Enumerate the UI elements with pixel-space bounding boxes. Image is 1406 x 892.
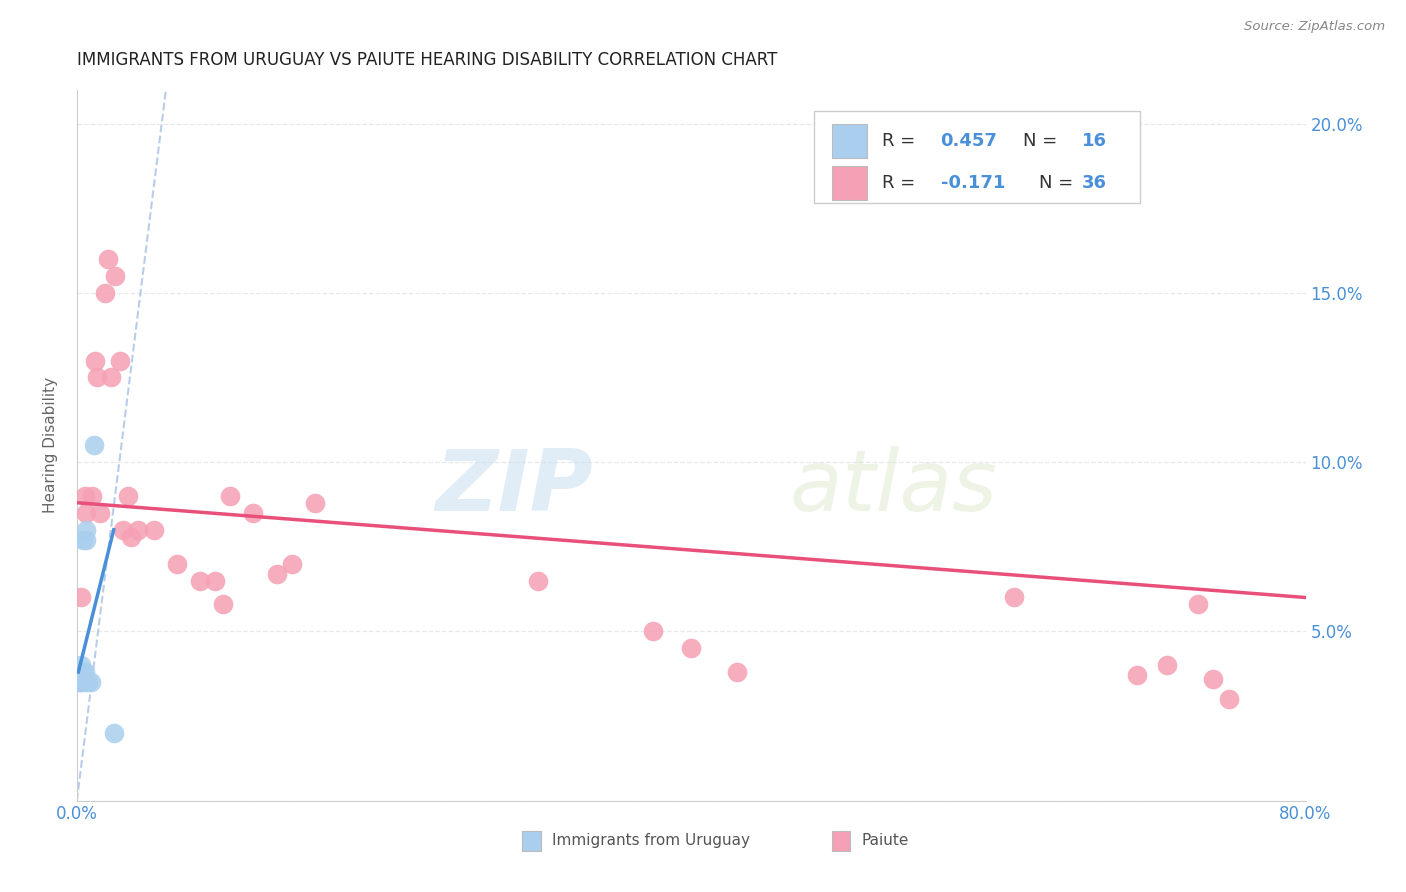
- Point: [1002, 591, 1025, 605]
- Point: [681, 641, 703, 656]
- Point: [111, 523, 134, 537]
- Point: [97, 252, 120, 266]
- Point: [100, 370, 122, 384]
- Point: [108, 353, 131, 368]
- Point: [1218, 692, 1240, 706]
- Point: [73, 665, 96, 679]
- Point: [82, 489, 104, 503]
- Point: [166, 557, 188, 571]
- Point: [211, 597, 233, 611]
- Point: [188, 574, 211, 588]
- Text: R =: R =: [882, 174, 921, 192]
- Point: [281, 557, 304, 571]
- Point: [1156, 658, 1178, 673]
- Text: R =: R =: [882, 132, 921, 150]
- Point: [204, 574, 226, 588]
- Point: [93, 285, 115, 300]
- Text: Paiute: Paiute: [862, 833, 908, 848]
- Point: [526, 574, 548, 588]
- Point: [120, 530, 142, 544]
- FancyBboxPatch shape: [832, 831, 851, 851]
- Point: [84, 353, 107, 368]
- Point: [80, 675, 103, 690]
- Point: [83, 438, 105, 452]
- Point: [70, 675, 93, 690]
- Point: [1125, 668, 1147, 682]
- Text: 0.457: 0.457: [941, 132, 997, 150]
- Point: [219, 489, 242, 503]
- Text: ZIP: ZIP: [436, 446, 593, 529]
- Text: 36: 36: [1081, 174, 1107, 192]
- Text: N =: N =: [1039, 174, 1078, 192]
- Text: N =: N =: [1024, 132, 1063, 150]
- Point: [142, 523, 165, 537]
- Point: [72, 665, 94, 679]
- Text: IMMIGRANTS FROM URUGUAY VS PAIUTE HEARING DISABILITY CORRELATION CHART: IMMIGRANTS FROM URUGUAY VS PAIUTE HEARIN…: [77, 51, 778, 69]
- Point: [70, 591, 93, 605]
- Point: [73, 489, 96, 503]
- Text: Source: ZipAtlas.com: Source: ZipAtlas.com: [1244, 20, 1385, 33]
- FancyBboxPatch shape: [832, 123, 868, 158]
- Point: [75, 533, 97, 547]
- Point: [641, 624, 664, 639]
- Point: [1202, 672, 1225, 686]
- Text: -0.171: -0.171: [941, 174, 1005, 192]
- Point: [725, 665, 748, 679]
- Point: [72, 533, 94, 547]
- Point: [75, 523, 97, 537]
- Point: [127, 523, 149, 537]
- Point: [304, 496, 326, 510]
- Point: [1187, 597, 1209, 611]
- Point: [89, 506, 111, 520]
- Y-axis label: Hearing Disability: Hearing Disability: [44, 377, 58, 513]
- Point: [104, 268, 127, 283]
- Point: [73, 675, 96, 690]
- Point: [103, 726, 125, 740]
- Text: 16: 16: [1081, 132, 1107, 150]
- FancyBboxPatch shape: [814, 111, 1140, 203]
- Point: [86, 370, 108, 384]
- Point: [75, 506, 97, 520]
- Text: Immigrants from Uruguay: Immigrants from Uruguay: [553, 833, 749, 848]
- Point: [69, 675, 91, 690]
- Point: [70, 668, 93, 682]
- Point: [117, 489, 139, 503]
- Point: [69, 665, 91, 679]
- Point: [242, 506, 264, 520]
- Point: [76, 675, 98, 690]
- Point: [266, 566, 288, 581]
- Text: atlas: atlas: [790, 446, 997, 529]
- Point: [67, 675, 90, 690]
- FancyBboxPatch shape: [523, 831, 541, 851]
- FancyBboxPatch shape: [832, 166, 868, 200]
- Point: [70, 658, 93, 673]
